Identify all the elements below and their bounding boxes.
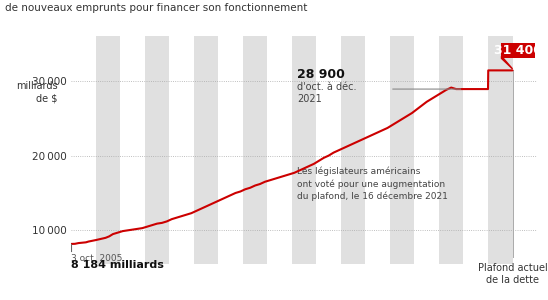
Text: 31 400: 31 400: [494, 44, 542, 58]
Text: 3 oct. 2005: 3 oct. 2005: [71, 254, 123, 262]
Text: 28 900: 28 900: [297, 68, 345, 81]
Text: milliards
de $: milliards de $: [16, 81, 58, 103]
Bar: [341, 36, 366, 264]
Text: Les législateurs américains
ont voté pour une augmentation
du plafond, le 16 déc: Les législateurs américains ont voté pou…: [297, 167, 448, 201]
Bar: [439, 36, 464, 264]
Text: Plafond actuel
de la dette: Plafond actuel de la dette: [478, 262, 547, 285]
Bar: [390, 36, 414, 264]
Bar: [96, 36, 120, 264]
FancyBboxPatch shape: [501, 44, 535, 59]
Bar: [194, 36, 218, 264]
Polygon shape: [501, 56, 512, 69]
Bar: [292, 36, 316, 264]
Bar: [145, 36, 169, 264]
Bar: [488, 36, 512, 264]
Text: 8 184 milliards: 8 184 milliards: [71, 260, 164, 270]
Text: d'oct. à déc.
2021: d'oct. à déc. 2021: [297, 82, 356, 104]
Bar: [243, 36, 267, 264]
Text: de nouveaux emprunts pour financer son fonctionnement: de nouveaux emprunts pour financer son f…: [5, 3, 308, 13]
